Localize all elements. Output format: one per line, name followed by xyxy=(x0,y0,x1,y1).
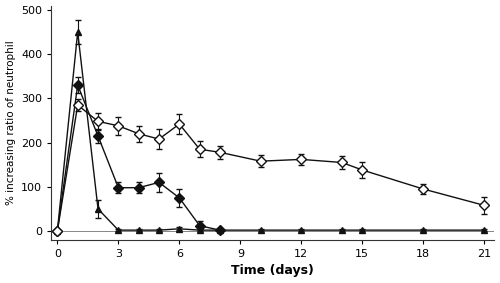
X-axis label: Time (days): Time (days) xyxy=(232,264,314,277)
Y-axis label: % increasing ratio of neutrophil: % increasing ratio of neutrophil xyxy=(6,40,16,205)
